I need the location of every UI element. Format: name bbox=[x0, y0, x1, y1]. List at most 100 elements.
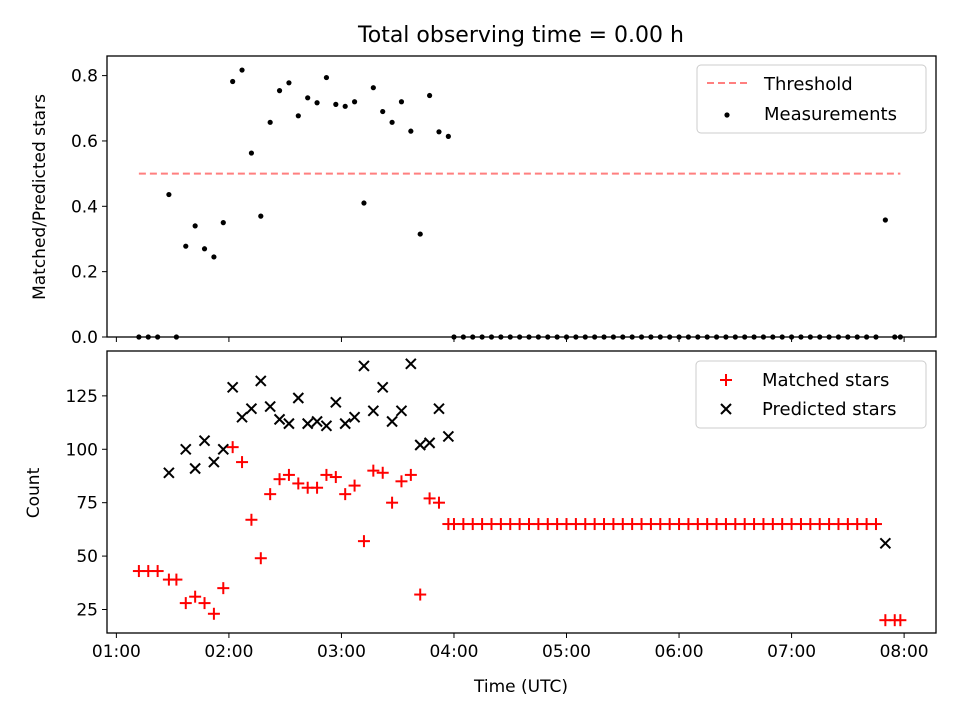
x-tick-label: 08:00 bbox=[880, 642, 929, 662]
measurement-point bbox=[258, 213, 264, 219]
matched-star-point bbox=[339, 488, 352, 501]
measurement-point bbox=[445, 133, 451, 139]
matched-star-point bbox=[264, 488, 277, 501]
measurement-point bbox=[211, 254, 217, 260]
x-tick-label: 03:00 bbox=[317, 642, 366, 662]
y-tick-label: 75 bbox=[76, 494, 98, 514]
legend-measurements-swatch bbox=[724, 112, 730, 118]
predicted-star-point bbox=[442, 430, 455, 443]
predicted-star-point bbox=[189, 462, 201, 475]
bottom-plot-marks bbox=[132, 358, 907, 627]
top-panel: 0.00.20.40.60.8 Matched/Predicted stars … bbox=[30, 55, 937, 348]
matched-star-point bbox=[217, 582, 230, 595]
predicted-star-point bbox=[180, 443, 192, 455]
measurement-point bbox=[361, 200, 367, 206]
matched-star-point bbox=[189, 590, 202, 603]
matched-star-point bbox=[207, 607, 220, 620]
y-tick-label: 25 bbox=[76, 601, 98, 621]
top-legend: Threshold Measurements bbox=[696, 64, 927, 134]
predicted-star-point bbox=[255, 375, 267, 387]
predicted-star-point bbox=[423, 437, 436, 449]
legend-predicted-label: Predicted stars bbox=[762, 399, 896, 420]
measurement-point bbox=[295, 113, 301, 119]
y-tick-label: 50 bbox=[76, 547, 98, 567]
predicted-star-point bbox=[405, 358, 417, 370]
measurement-point bbox=[389, 119, 395, 125]
predicted-star-point bbox=[236, 411, 248, 423]
y-tick-label: 0.0 bbox=[71, 328, 98, 348]
predicted-star-point bbox=[292, 392, 305, 404]
measurement-point bbox=[351, 99, 358, 105]
measurement-point bbox=[267, 119, 273, 125]
predicted-star-point bbox=[367, 405, 380, 417]
predicted-star-point bbox=[163, 467, 175, 479]
predicted-star-point bbox=[301, 417, 314, 430]
matched-star-point bbox=[404, 468, 417, 481]
measurement-point bbox=[426, 92, 433, 99]
legend-matched-swatch bbox=[720, 374, 732, 386]
matched-star-point bbox=[376, 466, 389, 479]
measurement-point bbox=[333, 101, 339, 107]
measurement-point bbox=[370, 85, 376, 91]
matched-star-point bbox=[273, 473, 286, 486]
predicted-star-point bbox=[208, 456, 220, 468]
legend-measurements-label: Measurements bbox=[764, 104, 897, 125]
measurement-point bbox=[248, 150, 255, 156]
predicted-star-point bbox=[226, 381, 239, 394]
x-tick-label: 07:00 bbox=[767, 642, 816, 662]
bottom-legend-box bbox=[695, 360, 927, 429]
y-tick-label: 0.4 bbox=[71, 197, 98, 217]
predicted-star-point bbox=[311, 415, 323, 428]
y-tick-label: 100 bbox=[66, 440, 98, 460]
matched-star-point bbox=[348, 479, 361, 492]
matched-star-point bbox=[367, 464, 380, 477]
measurement-point bbox=[398, 99, 405, 105]
matched-star-point bbox=[395, 475, 408, 488]
matched-star-point bbox=[869, 518, 882, 531]
matched-star-point bbox=[254, 552, 267, 565]
matched-star-point bbox=[357, 535, 370, 548]
measurement-point bbox=[305, 95, 311, 101]
matched-star-point bbox=[292, 477, 305, 490]
matched-star-point bbox=[320, 468, 333, 481]
measurement-point bbox=[230, 78, 236, 85]
matched-star-point bbox=[894, 614, 907, 627]
predicted-star-point bbox=[414, 439, 426, 451]
measurement-point bbox=[380, 108, 386, 115]
x-tick-label: 01:00 bbox=[92, 642, 141, 662]
measurement-point bbox=[417, 231, 423, 237]
predicted-star-point bbox=[217, 443, 229, 455]
predicted-star-point bbox=[395, 405, 408, 417]
legend-predicted-swatch bbox=[720, 403, 732, 415]
matched-star-point bbox=[432, 496, 445, 509]
top-axes-frame bbox=[106, 55, 937, 338]
chart-title: Total observing time = 0.00 h bbox=[357, 23, 684, 48]
measurement-point bbox=[882, 217, 888, 223]
y-tick-label: 0.8 bbox=[71, 67, 98, 87]
predicted-star-point bbox=[283, 417, 295, 430]
top-y-axis-label: Matched/Predicted stars bbox=[30, 94, 50, 300]
predicted-star-point bbox=[348, 411, 361, 423]
predicted-star-point bbox=[330, 396, 342, 408]
predicted-star-point bbox=[320, 420, 333, 432]
y-tick-label: 0.2 bbox=[71, 263, 98, 283]
predicted-star-point bbox=[879, 537, 892, 549]
predicted-star-point bbox=[264, 400, 276, 413]
predicted-star-point bbox=[433, 402, 445, 415]
measurement-point bbox=[342, 103, 348, 109]
predicted-star-point bbox=[273, 413, 286, 426]
legend-threshold-label: Threshold bbox=[763, 74, 853, 95]
y-tick-label: 0.6 bbox=[71, 132, 98, 152]
measurement-point bbox=[408, 128, 414, 134]
bottom-axis-ticks: 25 50 75 100 125 01:00 02:00 03:00 04:00 05:00 06:… bbox=[66, 387, 929, 662]
predicted-star-point bbox=[386, 415, 398, 428]
measurement-point bbox=[323, 74, 330, 81]
matched-star-point bbox=[282, 468, 295, 481]
matched-star-point bbox=[311, 481, 324, 494]
x-axis-label: Time (UTC) bbox=[473, 677, 568, 697]
top-axis-ticks: 0.0 0.2 0.4 0.6 0.8 bbox=[71, 67, 905, 348]
matched-star-point bbox=[245, 513, 258, 526]
legend-matched-label: Matched stars bbox=[762, 370, 889, 391]
matched-star-point bbox=[386, 496, 399, 509]
